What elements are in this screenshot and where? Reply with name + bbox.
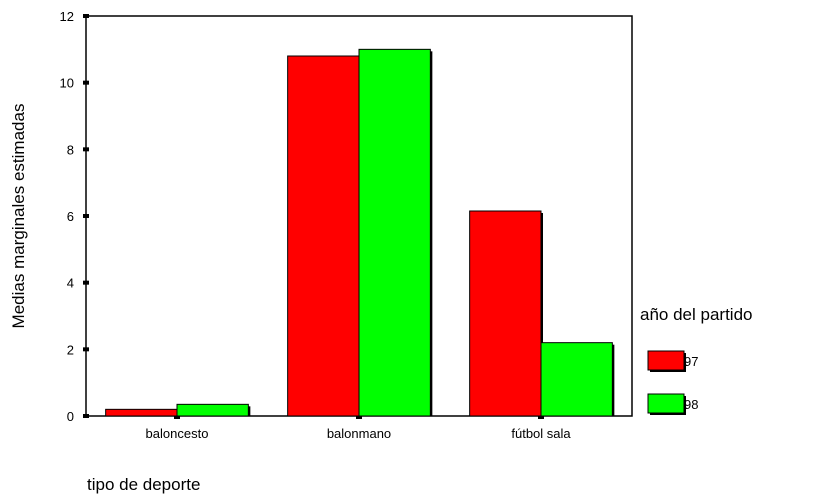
bar-98-2 [540,342,613,417]
y-tick-mark [83,147,89,152]
y-tick-label: 2 [67,342,74,357]
y-tick-mark [83,347,89,352]
legend-swatch-97 [647,350,685,371]
y-tick-label: 4 [67,276,74,291]
legend: año del partido 97 98 [640,305,752,415]
bar-97-0 [105,408,178,417]
legend-swatch-98 [647,393,685,414]
x-axis: baloncesto balonmano fútbol sala [146,415,571,441]
x-tick-label: fútbol sala [511,426,571,441]
bar-97-2 [469,210,542,417]
x-tick-label: baloncesto [146,426,209,441]
x-axis-title: tipo de deporte [87,475,200,494]
y-tick-mark [83,14,89,18]
legend-label-98: 98 [684,397,698,412]
y-axis-title: Medias marginales estimadas [9,104,28,329]
legend-title: año del partido [640,305,752,324]
y-tick-mark [83,414,89,418]
y-tick-label: 10 [60,76,74,91]
x-tick-mark [356,415,362,419]
y-tick-label: 12 [60,9,74,24]
y-tick-label: 8 [67,142,74,157]
y-tick-mark [83,80,89,85]
bar-98-0 [176,403,249,417]
x-tick-mark [538,415,544,419]
x-tick-label: balonmano [327,426,391,441]
bar-97-1 [287,55,360,417]
bar-98-1 [358,48,431,417]
x-tick-mark [174,415,180,419]
y-tick-mark [83,214,89,218]
legend-label-97: 97 [684,354,698,369]
bar-series-group [105,48,615,417]
y-tick-label: 0 [67,409,74,424]
y-tick-label: 6 [67,209,74,224]
y-tick-mark [83,280,89,285]
y-axis: 0 2 4 6 8 10 12 [60,9,89,424]
